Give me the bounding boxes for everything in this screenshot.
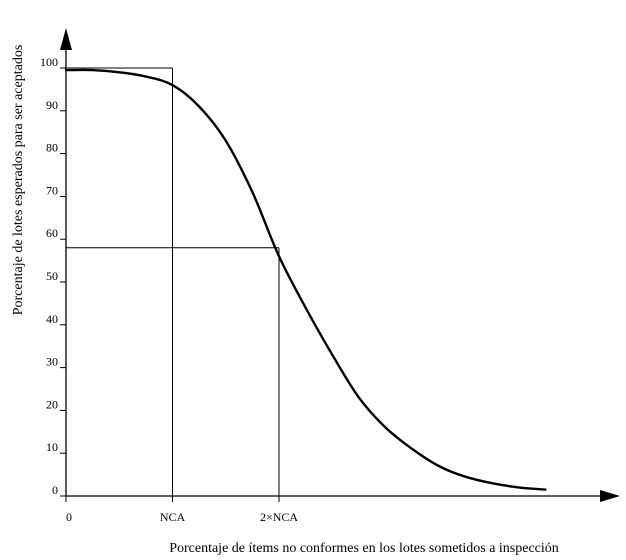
y-axis-title: Porcentaje de lotes esperados para ser a…: [11, 45, 26, 316]
y-axis-arrow: [60, 28, 72, 50]
x-tick-label: NCA: [160, 510, 186, 524]
x-tick-labels: 0 NCA 2×NCA: [66, 510, 298, 524]
x-tick-label: 2×NCA: [260, 510, 298, 524]
y-tick-label: 40: [46, 312, 58, 326]
y-tick-label: 20: [46, 397, 58, 411]
y-tick-label: 100: [40, 55, 58, 69]
y-tick-labels: 0 10 20 30 40 50 60 70 80 90 100: [40, 55, 58, 497]
y-tick-label: 10: [46, 440, 58, 454]
y-tick-label: 0: [52, 483, 58, 497]
reference-lines: [66, 67, 280, 496]
y-tick-label: 90: [46, 98, 58, 112]
y-tick-label: 30: [46, 355, 58, 369]
y-tick-label: 80: [46, 141, 58, 155]
y-tick-label: 60: [46, 226, 58, 240]
axes: [60, 28, 620, 502]
series-curve: [64, 68, 547, 491]
x-axis-arrow: [600, 490, 620, 502]
y-tick-label: 50: [46, 269, 58, 283]
oc-curve-line: [64, 68, 547, 491]
y-tick-label: 70: [46, 183, 58, 197]
x-tick-label: 0: [66, 510, 72, 524]
x-axis-title: Porcentaje de ítems no conformes en los …: [169, 541, 559, 556]
